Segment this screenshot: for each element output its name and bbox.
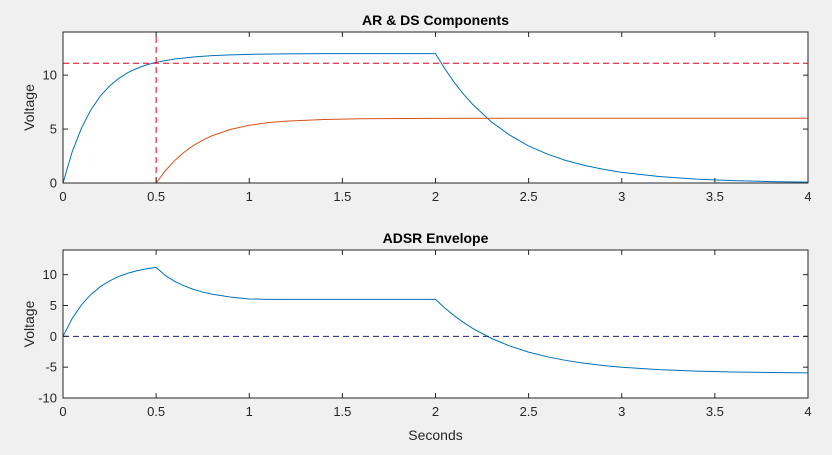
chart1-xtick-label: 0.5 <box>147 404 165 419</box>
chart0-xtick-label: 3.5 <box>706 189 724 204</box>
chart0-xtick-label: 3 <box>618 189 625 204</box>
chart1-xtick-label: 3.5 <box>706 404 724 419</box>
chart1-ytick-label: 10 <box>43 267 57 282</box>
chart1-ytick-label: 0 <box>50 329 57 344</box>
chart1-xtick-label: 3 <box>618 404 625 419</box>
chart1-series-0-line <box>63 266 808 374</box>
chart0-xtick-label: 1.5 <box>333 189 351 204</box>
chart0-xtick-label: 0 <box>59 189 66 204</box>
chart1-ylabel: Voltage <box>21 300 37 347</box>
adsr-envelope-chart: 0 0.5 1 1.5 2 2.5 3 3.5 4 -10 -5 0 5 10 ADSR Envelope V… <box>21 230 812 443</box>
chart1-ytick-label: -5 <box>45 360 57 375</box>
chart0-xtick-label: 2.5 <box>520 189 538 204</box>
chart1-xtick-label: 2.5 <box>520 404 538 419</box>
chart0-xtick-label: 2 <box>432 189 439 204</box>
chart1-ytick-label: -10 <box>38 391 57 406</box>
chart0-xtick-label: 0.5 <box>147 189 165 204</box>
chart1-xtick-label: 1 <box>246 404 253 419</box>
chart0-ytick-label: 5 <box>50 122 57 137</box>
chart1-title: ADSR Envelope <box>383 230 489 246</box>
chart0-ytick-label: 10 <box>43 68 57 83</box>
chart0-series-1-line <box>63 117 808 183</box>
chart1-xtick-label: 0 <box>59 404 66 419</box>
chart0-ylabel: Voltage <box>21 84 37 131</box>
chart1-xtick-label: 1.5 <box>333 404 351 419</box>
chart0-ytick-label: 0 <box>50 176 57 191</box>
chart0-series-0-line <box>63 53 808 183</box>
chart0-xtick-label: 1 <box>246 189 253 204</box>
chart1-xtick-label: 2 <box>432 404 439 419</box>
chart1-xlabel: Seconds <box>408 427 462 443</box>
chart1-xtick-label: 4 <box>804 404 811 419</box>
chart0-xtick-label: 4 <box>804 189 811 204</box>
chart1-plot-area <box>63 250 808 398</box>
ar-ds-components-chart: 0 0.5 1 1.5 2 2.5 3 3.5 4 0 5 10 AR & DS Components V… <box>21 12 812 204</box>
chart0-title: AR & DS Components <box>362 12 509 28</box>
chart1-ytick-label: 5 <box>50 298 57 313</box>
